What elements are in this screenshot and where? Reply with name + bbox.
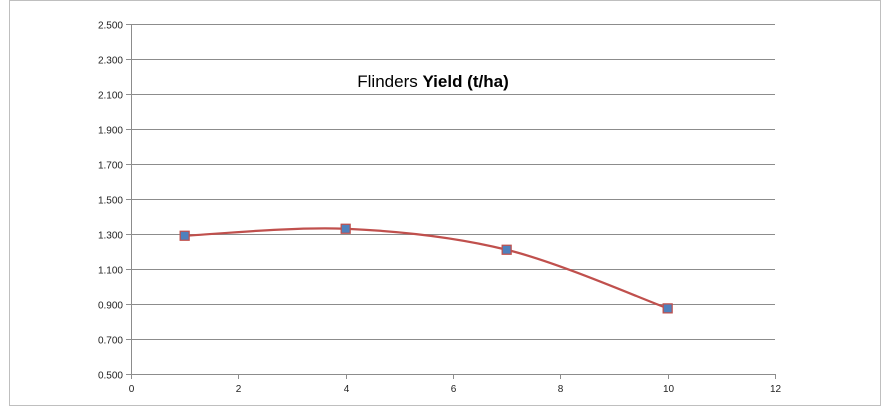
y-tick-label: 1.900 xyxy=(98,126,123,137)
series-group xyxy=(179,223,673,314)
y-tick-label: 1.700 xyxy=(98,161,123,172)
y-tick-label: 2.500 xyxy=(98,21,123,32)
y-tick-label: 2.100 xyxy=(98,91,123,102)
chart-title: Flinders Yield (t/ha) xyxy=(357,72,508,91)
y-tick-label: 0.700 xyxy=(98,336,123,347)
y-tick-labels: 0.500 0.700 0.900 1.100 1.300 1.500 1.700 1.900… xyxy=(98,21,123,382)
y-tick-label: 1.300 xyxy=(98,231,123,242)
axes xyxy=(126,24,776,379)
series-line xyxy=(183,227,669,310)
x-tick-label: 10 xyxy=(663,384,675,395)
chart-title-bold: Yield (t/ha) xyxy=(422,72,508,91)
data-point-marker xyxy=(662,303,673,314)
x-tick-labels: 0 2 4 6 8 10 12 xyxy=(129,384,782,395)
chart-title-plain: Flinders xyxy=(357,72,417,91)
x-tick-label: 6 xyxy=(451,384,457,395)
x-tick-label: 8 xyxy=(558,384,564,395)
data-point-marker xyxy=(501,244,512,255)
chart-frame xyxy=(9,0,881,406)
grid-lines xyxy=(131,24,775,340)
x-tick-label: 4 xyxy=(344,384,350,395)
y-tick-label: 1.100 xyxy=(98,266,123,277)
x-tick-label: 2 xyxy=(236,384,242,395)
y-tick-label: 1.500 xyxy=(98,196,123,207)
data-point-marker xyxy=(340,223,351,234)
data-point-marker xyxy=(179,230,190,241)
x-tick-label: 12 xyxy=(770,384,782,395)
y-tick-label: 0.500 xyxy=(98,371,123,382)
y-tick-label: 2.300 xyxy=(98,56,123,67)
y-tick-label: 0.900 xyxy=(98,301,123,312)
x-tick-label: 0 xyxy=(129,384,135,395)
